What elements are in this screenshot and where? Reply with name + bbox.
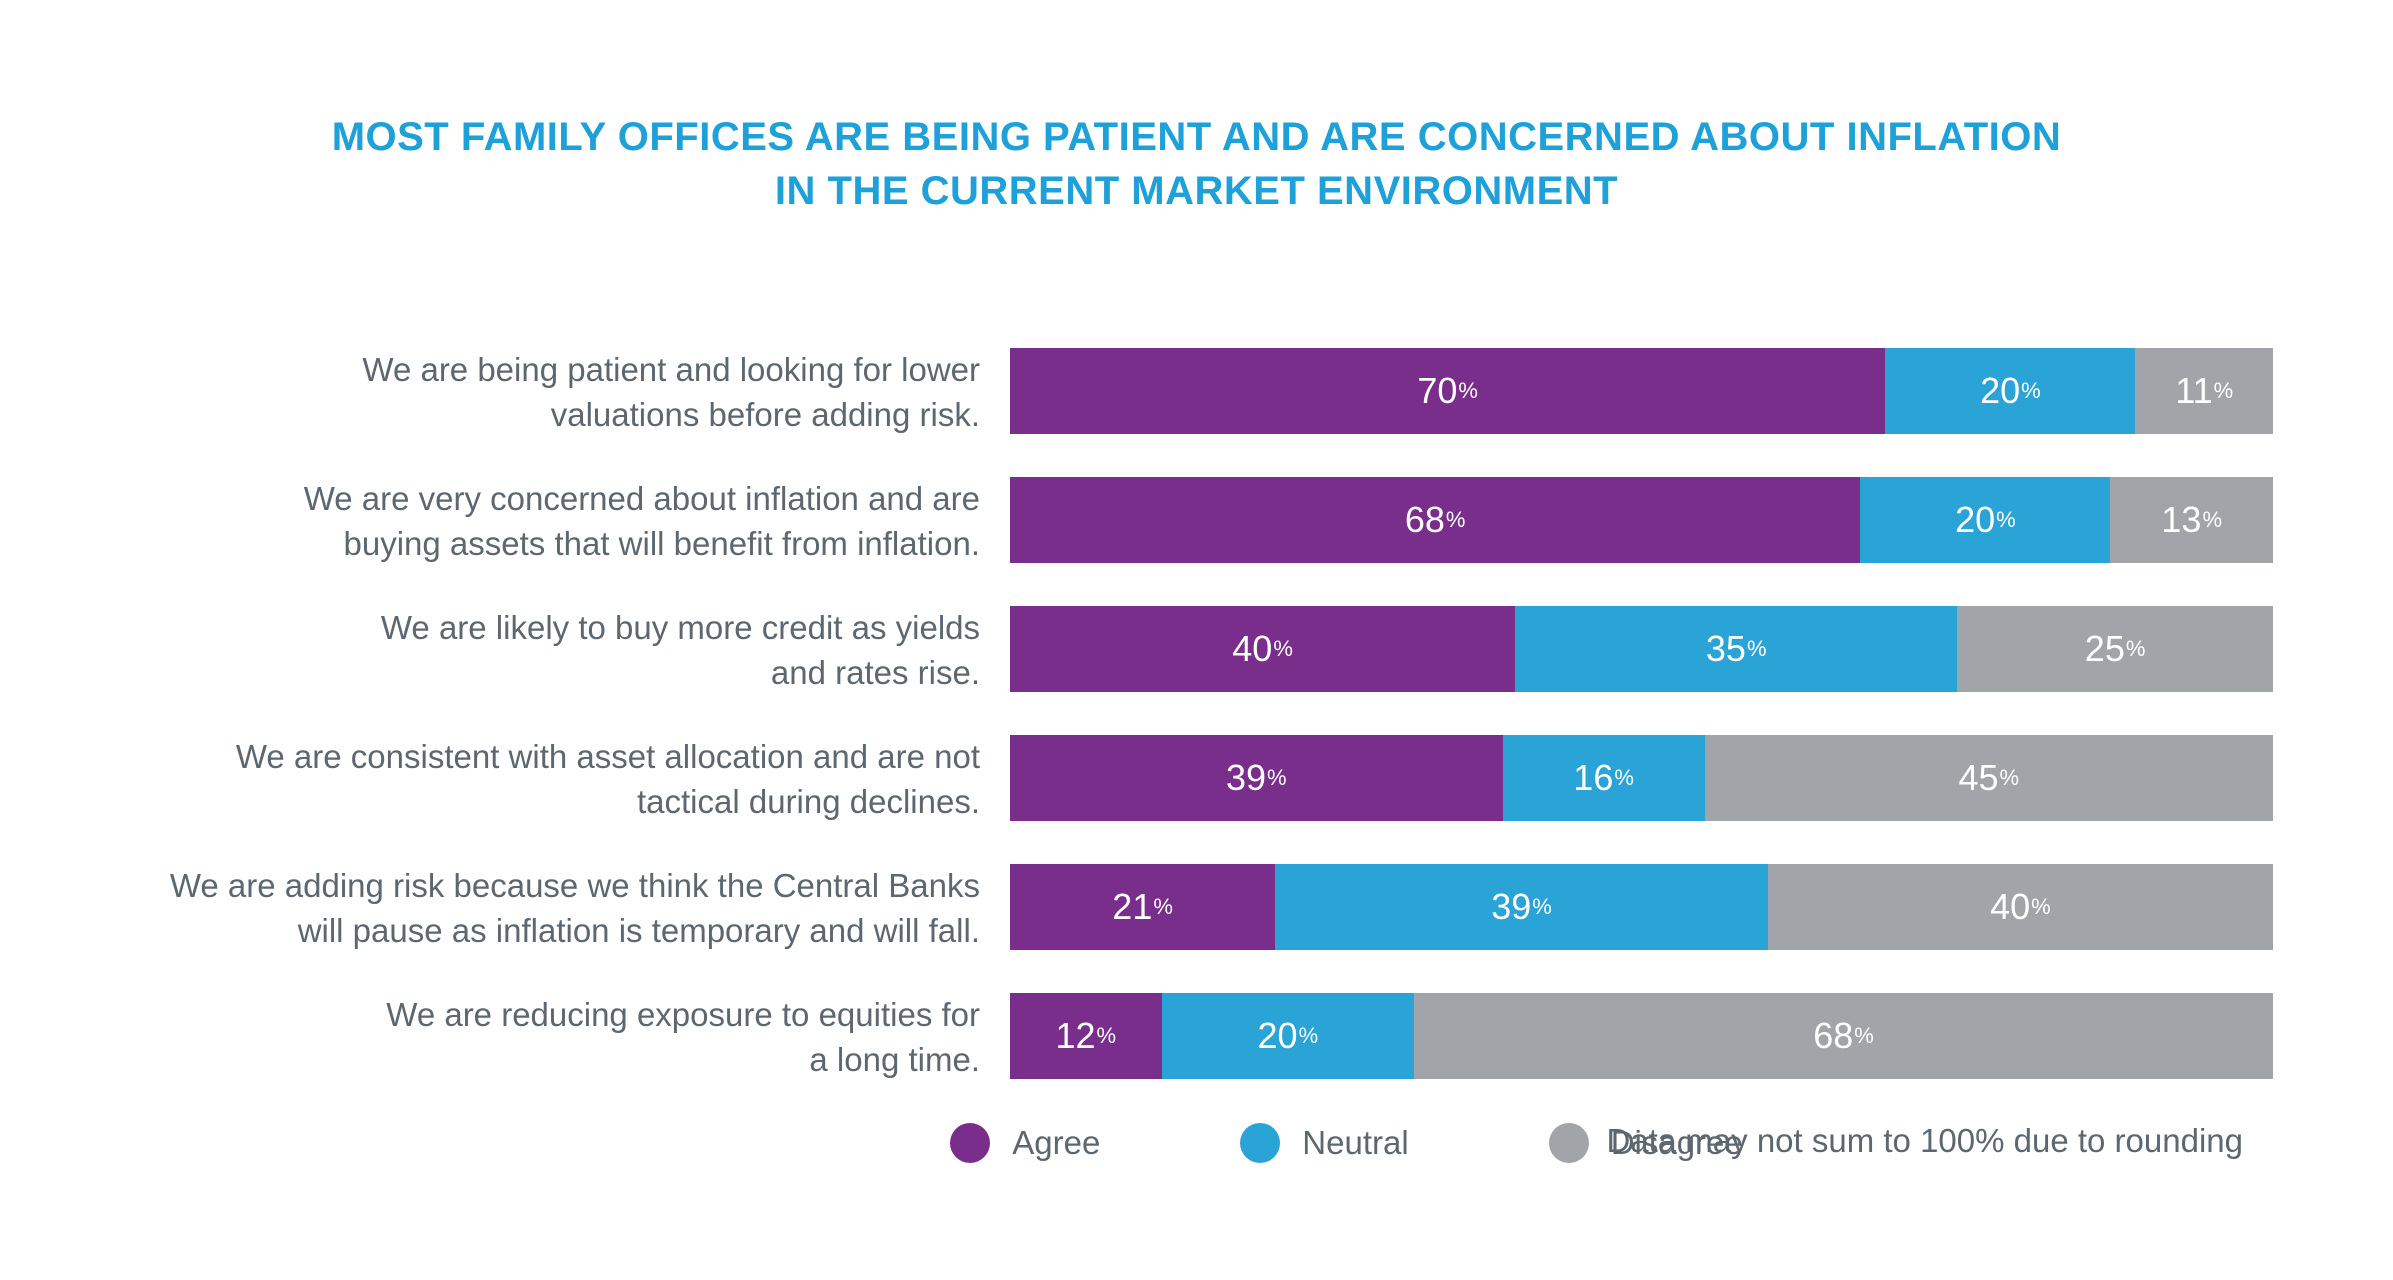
bar-segment-value: 40 (1990, 886, 2030, 928)
bar-segment-disagree: 68% (1414, 993, 2273, 1079)
percent-icon: % (1854, 1023, 1874, 1049)
row-label-line1: We are adding risk because we think the … (120, 864, 980, 909)
footnote: Data may not sum to 100% due to rounding (1606, 1122, 2243, 1160)
bar-segment-neutral: 20% (1162, 993, 1415, 1079)
chart-row: We are likely to buy more credit as yiel… (120, 606, 2273, 695)
percent-icon: % (1299, 1023, 1319, 1049)
bar-segment-agree: 39% (1010, 735, 1503, 821)
bar-segment-value: 40 (1232, 628, 1272, 670)
bar-segment-disagree: 11% (2135, 348, 2273, 434)
bar-segment-value: 16 (1573, 757, 1613, 799)
chart-row: We are very concerned about inflation an… (120, 477, 2273, 566)
stacked-bar: 39%16%45% (1010, 735, 2273, 821)
row-label-line1: We are being patient and looking for low… (120, 348, 980, 393)
row-label-line2: buying assets that will benefit from inf… (120, 522, 980, 567)
bar-segment-value: 68 (1813, 1015, 1853, 1057)
chart-row: We are being patient and looking for low… (120, 348, 2273, 437)
bar-segment-agree: 70% (1010, 348, 1885, 434)
row-label-line1: We are consistent with asset allocation … (120, 735, 980, 780)
legend-label-neutral: Neutral (1302, 1124, 1408, 1162)
bar-segment-value: 25 (2085, 628, 2125, 670)
stacked-bar: 21%39%40% (1010, 864, 2273, 950)
percent-icon: % (2031, 894, 2051, 920)
row-label: We are reducing exposure to equities for… (120, 993, 1010, 1082)
bar-segment-value: 39 (1226, 757, 1266, 799)
chart-title: MOST FAMILY OFFICES ARE BEING PATIENT AN… (120, 110, 2273, 218)
legend-label-agree: Agree (1012, 1124, 1100, 1162)
stacked-bar: 70%20%11% (1010, 348, 2273, 434)
bar-segment-value: 13 (2161, 499, 2201, 541)
bar-segment-value: 45 (1959, 757, 1999, 799)
legend-item-neutral: Neutral (1240, 1123, 1408, 1163)
bar-segment-value: 11 (2175, 370, 2212, 412)
legend-swatch-disagree (1549, 1123, 1589, 1163)
chart-row: We are adding risk because we think the … (120, 864, 2273, 953)
chart-title-line1: MOST FAMILY OFFICES ARE BEING PATIENT AN… (332, 115, 2062, 159)
bar-segment-value: 20 (1955, 499, 1995, 541)
stacked-bar: 40%35%25% (1010, 606, 2273, 692)
percent-icon: % (1532, 894, 1552, 920)
chart-row: We are consistent with asset allocation … (120, 735, 2273, 824)
percent-icon: % (2000, 765, 2020, 791)
chart-title-line2: IN THE CURRENT MARKET ENVIRONMENT (775, 169, 1618, 213)
bar-segment-disagree: 45% (1705, 735, 2273, 821)
row-label: We are consistent with asset allocation … (120, 735, 1010, 824)
percent-icon: % (1458, 378, 1478, 404)
bar-segment-disagree: 25% (1957, 606, 2273, 692)
legend-swatch-agree (950, 1123, 990, 1163)
stacked-bar-chart: We are being patient and looking for low… (120, 348, 2273, 1083)
row-label-line2: tactical during declines. (120, 780, 980, 825)
bar-segment-value: 12 (1055, 1015, 1095, 1057)
row-label-line1: We are very concerned about inflation an… (120, 477, 980, 522)
percent-icon: % (1267, 765, 1287, 791)
bar-segment-value: 68 (1405, 499, 1445, 541)
chart-container: MOST FAMILY OFFICES ARE BEING PATIENT AN… (0, 0, 2393, 1280)
percent-icon: % (1747, 636, 1767, 662)
bar-segment-disagree: 40% (1768, 864, 2273, 950)
percent-icon: % (1273, 636, 1293, 662)
stacked-bar: 68%20%13% (1010, 477, 2273, 563)
row-label-line1: We are likely to buy more credit as yiel… (120, 606, 980, 651)
percent-icon: % (1446, 507, 1466, 533)
bar-segment-disagree: 13% (2110, 477, 2273, 563)
row-label: We are very concerned about inflation an… (120, 477, 1010, 566)
chart-row: We are reducing exposure to equities for… (120, 993, 2273, 1082)
legend-item-agree: Agree (950, 1123, 1100, 1163)
row-label-line2: will pause as inflation is temporary and… (120, 909, 980, 954)
percent-icon: % (1097, 1023, 1117, 1049)
bar-segment-neutral: 20% (1885, 348, 2135, 434)
legend-swatch-neutral (1240, 1123, 1280, 1163)
row-label: We are likely to buy more credit as yiel… (120, 606, 1010, 695)
row-label: We are adding risk because we think the … (120, 864, 1010, 953)
bar-segment-neutral: 39% (1275, 864, 1768, 950)
row-label-line1: We are reducing exposure to equities for (120, 993, 980, 1038)
row-label: We are being patient and looking for low… (120, 348, 1010, 437)
bar-segment-neutral: 16% (1503, 735, 1705, 821)
bar-segment-agree: 68% (1010, 477, 1860, 563)
bar-segment-agree: 12% (1010, 993, 1162, 1079)
bar-segment-value: 20 (1258, 1015, 1298, 1057)
stacked-bar: 12%20%68% (1010, 993, 2273, 1079)
bar-segment-agree: 40% (1010, 606, 1515, 692)
percent-icon: % (1614, 765, 1634, 791)
percent-icon: % (2021, 378, 2041, 404)
percent-icon: % (2214, 378, 2234, 404)
bar-segment-neutral: 20% (1860, 477, 2110, 563)
bar-segment-value: 70 (1417, 370, 1457, 412)
percent-icon: % (1153, 894, 1173, 920)
percent-icon: % (2126, 636, 2146, 662)
bar-segment-value: 39 (1491, 886, 1531, 928)
bar-segment-agree: 21% (1010, 864, 1275, 950)
bar-segment-value: 21 (1112, 886, 1152, 928)
percent-icon: % (2202, 507, 2222, 533)
row-label-line2: a long time. (120, 1038, 980, 1083)
bar-segment-value: 35 (1706, 628, 1746, 670)
row-label-line2: and rates rise. (120, 651, 980, 696)
bar-segment-neutral: 35% (1515, 606, 1957, 692)
bar-segment-value: 20 (1980, 370, 2020, 412)
row-label-line2: valuations before adding risk. (120, 393, 980, 438)
percent-icon: % (1996, 507, 2016, 533)
